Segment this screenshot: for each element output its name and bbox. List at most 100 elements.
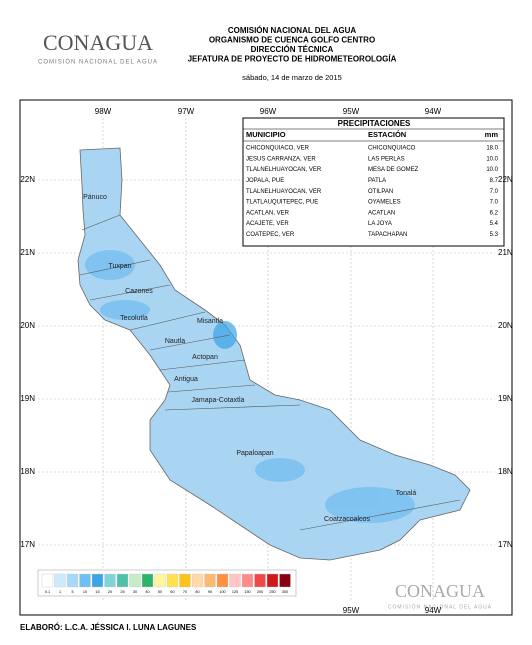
- table-box: [242, 117, 505, 247]
- legend-swatch: [104, 573, 116, 588]
- legend-label: 15: [95, 590, 99, 594]
- legend-swatch: [66, 573, 79, 588]
- legend-label: 150: [244, 590, 250, 594]
- legend-swatch: [279, 573, 291, 588]
- lat-label: 17N: [498, 540, 513, 549]
- legend-swatch: [91, 573, 104, 588]
- region-label: Tonalá: [396, 490, 417, 497]
- legend-swatch: [154, 573, 166, 588]
- lat-label: 19N: [20, 394, 35, 403]
- legend-swatch: [116, 573, 129, 588]
- legend-swatch: [41, 573, 54, 588]
- table-cell: TLALNELHUAYOCAN, VER: [246, 189, 322, 195]
- lat-label: 22N: [498, 175, 513, 184]
- lat-label: 20N: [498, 321, 513, 330]
- legend-swatch: [229, 573, 241, 588]
- table-cell: 6.2: [490, 210, 499, 216]
- legend-label: 300: [282, 590, 288, 594]
- legend-label: 200: [257, 590, 263, 594]
- legend-label: 25: [120, 590, 124, 594]
- region-label: Cazones: [125, 288, 153, 295]
- table-cell: JOPALA, PUE: [246, 178, 284, 184]
- legend-swatch: [241, 573, 254, 588]
- region-label: Tecolutla: [120, 315, 148, 322]
- logo-watermark-sub: COMISIÓN NACIONAL DEL AGUA: [388, 603, 492, 610]
- lat-label: 21N: [498, 248, 513, 257]
- legend-label: 90: [208, 590, 212, 594]
- rain-shading: [85, 250, 415, 523]
- table-cell: JESUS CARRANZA, VER: [246, 156, 316, 162]
- header-line: COMISIÓN NACIONAL DEL AGUA: [228, 26, 357, 35]
- lon-label: 95W: [343, 107, 360, 116]
- legend-label: 30: [133, 590, 137, 594]
- basin-borders: [79, 214, 461, 531]
- table-cell: LA JOYA: [368, 221, 392, 227]
- table-cell: MESA DE GOMEZ: [368, 167, 419, 173]
- lon-label: 95W: [343, 606, 360, 615]
- footer: ELABORÓ: L.C.A. JÉSSICA I. LUNA LAGUNES: [20, 623, 197, 632]
- logo-sub: COMISIÓN NACIONAL DEL AGUA: [38, 59, 158, 66]
- table-cell: TLATLAUQUITEPEC, PUE: [246, 200, 318, 206]
- legend-label: 10: [83, 590, 87, 594]
- table-header: MUNICIPIO: [246, 130, 286, 139]
- table-cell: PATLA: [368, 178, 386, 184]
- lat-label: 18N: [498, 467, 513, 476]
- lat-label: 20N: [20, 321, 35, 330]
- legend-label: 125: [232, 590, 238, 594]
- table-cell: CHICONQUIACO, VER: [246, 146, 310, 152]
- lon-label: 98W: [95, 107, 112, 116]
- region-label: Antigua: [174, 376, 198, 383]
- header-date: sábado, 14 de marzo de 2015: [242, 73, 342, 82]
- lon-label: 94W: [425, 107, 442, 116]
- table-cell: OTILPAN: [368, 189, 393, 195]
- legend-label: 100: [219, 590, 225, 594]
- legend-swatch: [254, 573, 266, 588]
- table-cell: 10.0: [486, 167, 498, 173]
- table-cell: TLALNELHUAYOCAN, VER: [246, 167, 322, 173]
- region-label: Tuxpan: [108, 263, 131, 270]
- lon-label: 97W: [178, 107, 195, 116]
- logo-watermark: CONAGUA: [395, 581, 485, 601]
- table-cell: ACATLAN, VER: [246, 210, 290, 216]
- region-label: Actopan: [192, 354, 218, 361]
- legend-label: 1: [59, 590, 61, 594]
- legend-swatch: [166, 573, 179, 588]
- table-header: mm: [485, 130, 499, 139]
- legend-label: 0.1: [45, 590, 50, 594]
- lat-label: 22N: [20, 175, 35, 184]
- lat-label: 18N: [20, 467, 35, 476]
- lat-label: 19N: [498, 394, 513, 403]
- legend-swatch: [141, 573, 154, 588]
- legend-label: 40: [145, 590, 149, 594]
- legend-swatch: [204, 573, 216, 588]
- table-cell: 5.4: [490, 221, 499, 227]
- legend-swatch: [191, 573, 204, 588]
- legend-label: 5: [71, 590, 73, 594]
- table-cell: ACAJETE, VER: [246, 221, 289, 227]
- legend-swatch: [266, 573, 279, 588]
- region-label: Papaloapan: [236, 450, 273, 457]
- lon-label: 94W: [425, 606, 442, 615]
- table-cell: 8.7: [490, 178, 499, 184]
- lat-label: 17N: [20, 540, 35, 549]
- table-cell: LAS PERLAS: [368, 156, 405, 162]
- table-cell: 10.0: [486, 156, 498, 162]
- legend-swatch: [216, 573, 229, 588]
- header-line: DIRECCIÓN TÉCNICA: [251, 45, 334, 54]
- table-cell: 7.0: [490, 200, 499, 206]
- header-line: ORGANISMO DE CUENCA GOLFO CENTRO: [209, 36, 375, 45]
- region-label: Misantla: [197, 318, 223, 325]
- table-title: PRECIPITACIONES: [338, 119, 411, 128]
- legend-label: 20: [108, 590, 112, 594]
- table-cell: ACATLAN: [368, 210, 395, 216]
- legend-swatch: [179, 573, 191, 588]
- lat-label: 21N: [20, 248, 35, 257]
- legend-swatch: [54, 573, 66, 588]
- legend-label: 60: [170, 590, 174, 594]
- table-cell: COATEPEC, VER: [246, 232, 295, 238]
- table-cell: 7.0: [490, 189, 499, 195]
- table-cell: OYAMELES: [368, 200, 401, 206]
- region-label: Coatzacoalcos: [324, 516, 370, 523]
